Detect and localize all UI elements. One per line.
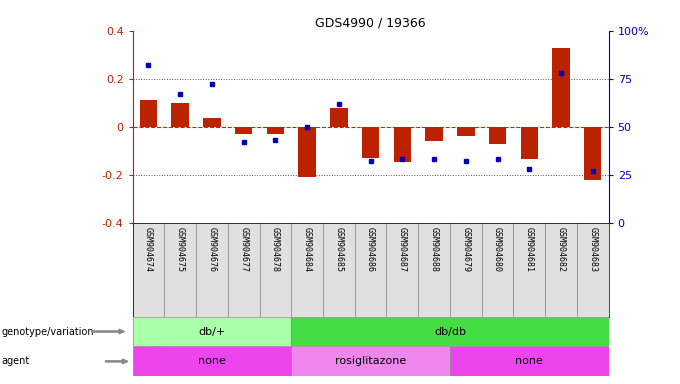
Bar	[203, 118, 220, 127]
Text: GSM904683: GSM904683	[588, 227, 597, 272]
Bar	[513, 223, 545, 316]
Bar	[450, 346, 609, 376]
Bar	[521, 127, 538, 159]
Bar	[133, 223, 165, 316]
Bar	[552, 48, 570, 127]
Text: GSM904676: GSM904676	[207, 227, 216, 272]
Text: agent: agent	[1, 356, 30, 366]
Text: GSM904678: GSM904678	[271, 227, 280, 272]
Text: none: none	[515, 356, 543, 366]
Bar	[133, 346, 291, 376]
Bar	[394, 127, 411, 162]
Bar	[584, 127, 602, 180]
Bar	[196, 223, 228, 316]
Bar	[362, 127, 379, 158]
Bar	[228, 223, 260, 316]
Text: genotype/variation: genotype/variation	[1, 326, 94, 336]
Bar	[140, 100, 157, 127]
Text: GSM904687: GSM904687	[398, 227, 407, 272]
Bar	[133, 316, 291, 346]
Text: GSM904686: GSM904686	[366, 227, 375, 272]
Text: GSM904681: GSM904681	[525, 227, 534, 272]
Bar	[418, 223, 450, 316]
Bar	[545, 223, 577, 316]
Bar	[481, 223, 513, 316]
Text: db/db: db/db	[434, 326, 466, 336]
Text: GSM904685: GSM904685	[335, 227, 343, 272]
Bar	[355, 223, 386, 316]
Text: GSM904674: GSM904674	[144, 227, 153, 272]
Bar	[291, 346, 450, 376]
Bar	[260, 223, 291, 316]
Bar	[426, 127, 443, 141]
Bar	[330, 108, 347, 127]
Bar	[171, 103, 189, 127]
Bar	[165, 223, 196, 316]
Title: GDS4990 / 19366: GDS4990 / 19366	[316, 17, 426, 30]
Text: rosiglitazone: rosiglitazone	[335, 356, 406, 366]
Bar	[299, 127, 316, 177]
Bar	[235, 127, 252, 134]
Text: GSM904684: GSM904684	[303, 227, 311, 272]
Bar	[386, 223, 418, 316]
Text: GSM904677: GSM904677	[239, 227, 248, 272]
Bar	[457, 127, 475, 136]
Bar	[450, 223, 481, 316]
Text: GSM904680: GSM904680	[493, 227, 502, 272]
Text: GSM904688: GSM904688	[430, 227, 439, 272]
Bar	[291, 223, 323, 316]
Text: GSM904679: GSM904679	[461, 227, 471, 272]
Text: none: none	[198, 356, 226, 366]
Text: db/+: db/+	[199, 326, 226, 336]
Bar	[577, 223, 609, 316]
Bar	[267, 127, 284, 134]
Bar	[323, 223, 355, 316]
Bar	[291, 316, 609, 346]
Text: GSM904682: GSM904682	[556, 227, 566, 272]
Text: GSM904675: GSM904675	[175, 227, 185, 272]
Bar	[489, 127, 506, 144]
